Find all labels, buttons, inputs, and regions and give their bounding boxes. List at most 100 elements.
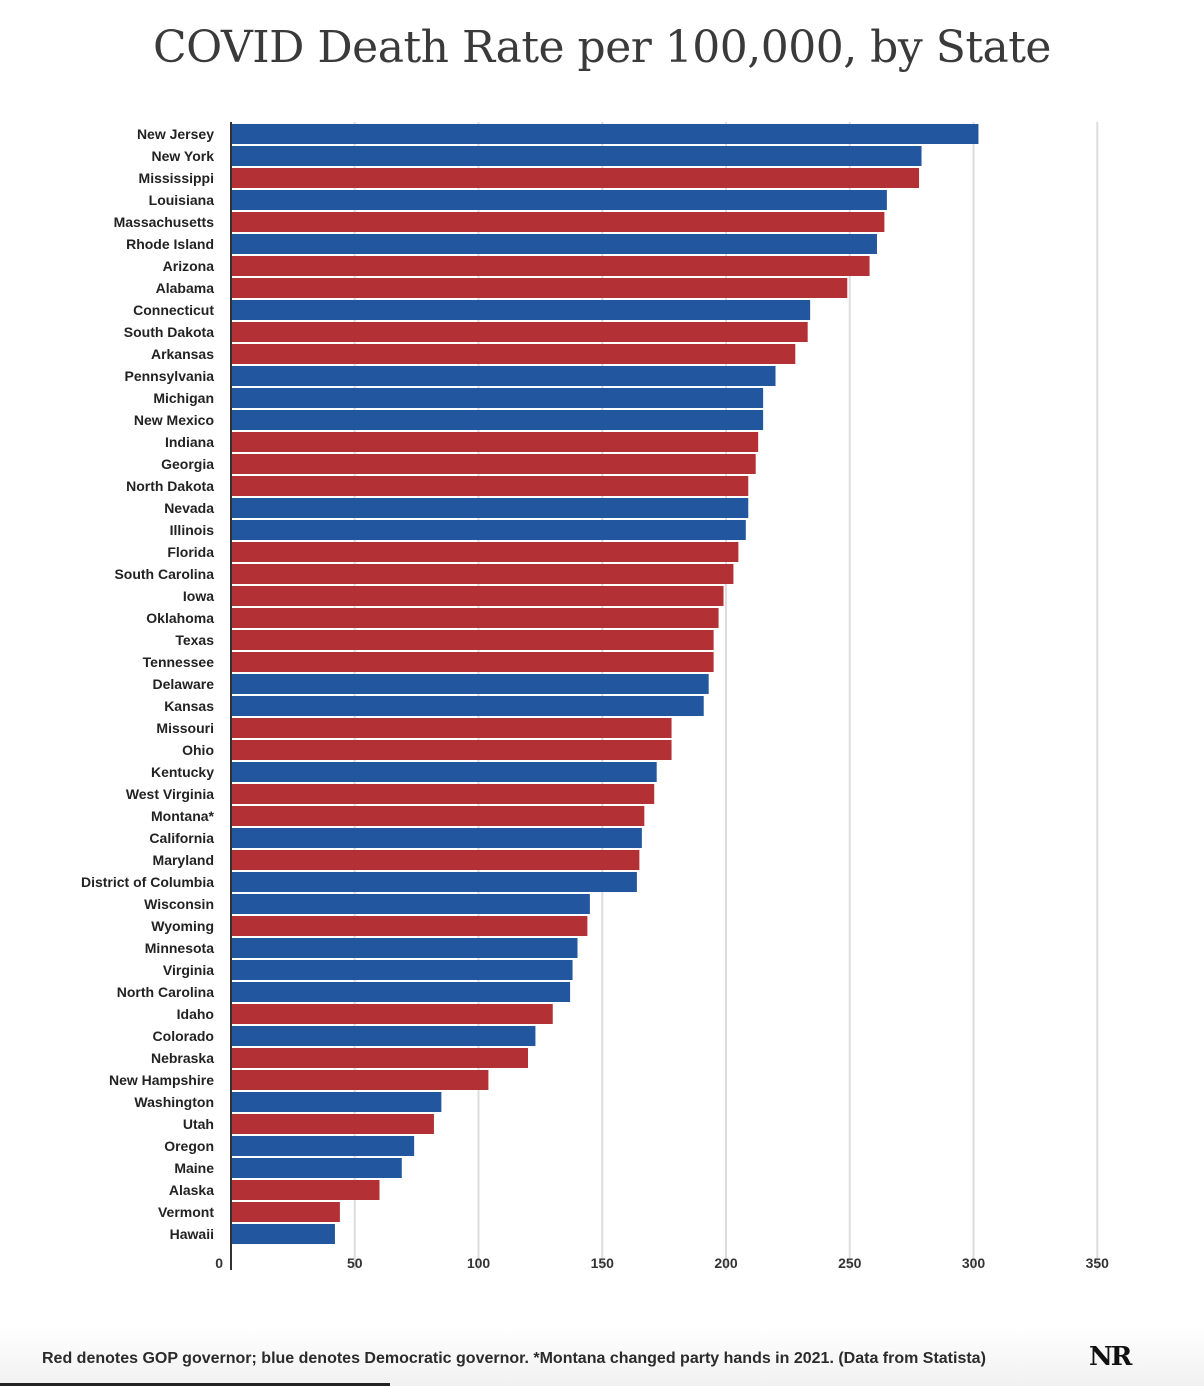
category-label: New Mexico [134,412,214,428]
category-label: Hawaii [170,1226,214,1242]
bar [232,322,808,342]
category-label: Florida [167,544,214,560]
bar [232,1004,553,1024]
bar [232,696,704,716]
category-label: Oklahoma [146,610,214,626]
bar [232,388,764,408]
bar [232,806,645,826]
nr-logo: NR [1089,1342,1132,1372]
category-label: Michigan [153,390,214,406]
category-label: Illinois [170,522,215,538]
bar [232,1224,335,1244]
category-label: New Jersey [137,126,214,142]
bar [232,278,848,298]
category-label: South Dakota [124,324,214,340]
bar [232,1026,536,1046]
bars [232,124,979,1244]
category-label: Rhode Island [126,236,214,252]
bar [232,586,724,606]
bar [232,190,887,210]
category-label: Minnesota [145,940,214,956]
tick-label: 350 [1086,1255,1110,1271]
category-label: West Virginia [126,786,214,802]
tick-label: 250 [838,1255,862,1271]
bar [232,828,642,848]
bar [232,784,655,804]
category-label: Washington [134,1094,214,1110]
tick-labels: 0 50 100 150 200 250 300 350 [215,1255,1109,1271]
category-label: Maryland [153,852,214,868]
tick-label: 50 [347,1255,363,1271]
bar [232,762,657,782]
category-label: Kansas [164,698,214,714]
category-label: California [149,830,214,846]
bar [232,1136,415,1156]
category-label: Indiana [165,434,214,450]
category-label: Pennsylvania [125,368,215,384]
category-label: Wyoming [151,918,214,934]
bar [232,410,764,430]
category-label: District of Columbia [81,874,214,890]
category-label: Missouri [156,720,214,736]
tick-label: 300 [962,1255,986,1271]
bar [232,1092,442,1112]
bar [232,630,714,650]
category-label: Arizona [163,258,215,274]
chart-title: COVID Death Rate per 100,000, by State [153,22,1051,73]
category-label: Vermont [158,1204,214,1220]
category-label: Idaho [177,1006,214,1022]
bar [232,146,922,166]
bar [232,256,870,276]
category-label: South Carolina [114,566,214,582]
category-label: Arkansas [151,346,214,362]
category-label: Nevada [164,500,214,516]
category-label: Tennessee [143,654,215,670]
category-label: New York [151,148,214,164]
bar-chart: New Jersey New York Mississippi Louisiana Ma… [81,122,1109,1271]
bar [232,982,571,1002]
bar [232,564,734,584]
footer-note: Red denotes GOP governor; blue denotes D… [42,1350,986,1367]
category-labels: New Jersey New York Mississippi Louisiana Ma… [81,126,215,1242]
bar [232,872,637,892]
bar [232,1202,340,1222]
category-label: New Hampshire [109,1072,214,1088]
bar [232,674,709,694]
bar [232,916,588,936]
category-label: Oregon [164,1138,214,1154]
footer: Red denotes GOP governor; blue denotes D… [0,1326,1204,1386]
tick-label: 0 [215,1255,223,1271]
category-label: Texas [175,632,214,648]
bar [232,1180,380,1200]
category-label: Alabama [156,280,215,296]
bar [232,124,979,144]
bar [232,1114,434,1134]
category-label: Louisiana [149,192,215,208]
category-label: Georgia [161,456,214,472]
bar [232,608,719,628]
bar [232,344,796,364]
category-label: Nebraska [151,1050,214,1066]
bar [232,366,776,386]
bar [232,1070,489,1090]
tick-label: 150 [591,1255,615,1271]
category-label: Iowa [183,588,214,604]
bar [232,960,573,980]
bar [232,168,920,188]
category-label: North Dakota [126,478,214,494]
bar [232,740,672,760]
bar [232,1048,528,1068]
bar [232,212,885,232]
category-label: Maine [174,1160,214,1176]
bar [232,300,811,320]
category-label: Virginia [163,962,214,978]
bar [232,938,578,958]
category-label: Ohio [182,742,214,758]
category-label: Delaware [153,676,215,692]
category-label: Alaska [169,1182,214,1198]
category-label: Kentucky [151,764,214,780]
bar [232,234,877,254]
bar [232,652,714,672]
category-label: Utah [183,1116,214,1132]
category-label: Mississippi [139,170,214,186]
